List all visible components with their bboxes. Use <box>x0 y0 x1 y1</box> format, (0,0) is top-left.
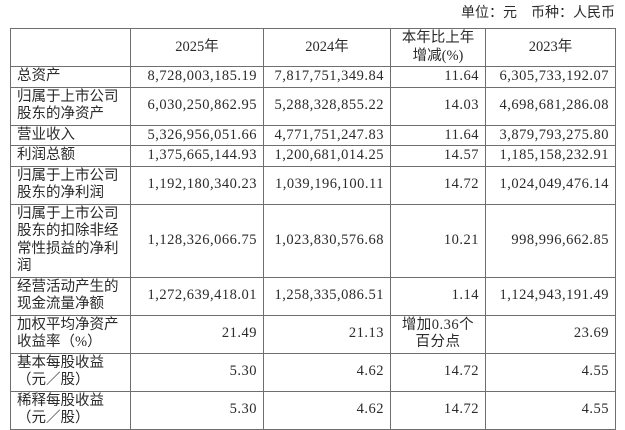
value-yoy-change: 14.03 <box>390 86 486 126</box>
value-yoy-change: 11.64 <box>390 66 486 88</box>
row-label: 归属于上市公司 股东的净资产 <box>10 86 131 126</box>
value-2023: 1,185,158,232.91 <box>485 145 616 167</box>
table-row: 基本每股收益 （元／股） 5.30 4.62 14.72 4.55 <box>10 352 616 392</box>
value-2023: 1,124,943,191.49 <box>485 276 616 316</box>
table-row: 稀释每股收益 （元／股） 5.30 4.62 14.72 4.55 <box>10 390 616 430</box>
row-label: 加权平均净资产 收益率（%） <box>10 314 131 354</box>
value-yoy-change: 14.72 <box>390 165 486 205</box>
value-2023: 23.69 <box>485 314 616 354</box>
value-2023: 998,996,662.85 <box>485 203 616 278</box>
value-yoy-change: 11.64 <box>390 124 486 146</box>
value-2024: 4,771,751,247.83 <box>263 124 391 146</box>
row-label: 总资产 <box>10 66 131 88</box>
value-2024: 1,039,196,100.11 <box>263 165 391 205</box>
value-yoy-change: 14.72 <box>390 352 486 392</box>
value-2024: 1,258,335,086.51 <box>263 276 391 316</box>
col-header-2023: 2023年 <box>485 28 616 67</box>
value-2025: 1,375,665,144.93 <box>130 145 264 167</box>
value-2023: 1,024,049,476.14 <box>485 165 616 205</box>
col-header-indicator <box>10 28 131 67</box>
row-label: 归属于上市公司 股东的扣除非经 常性损益的净利 润 <box>10 203 131 278</box>
value-2025: 6,030,250,862.95 <box>130 86 264 126</box>
value-2025: 1,192,180,340.23 <box>130 165 264 205</box>
value-2025: 1,272,639,418.01 <box>130 276 264 316</box>
value-2024: 7,817,751,349.84 <box>263 66 391 88</box>
row-label: 经营活动产生的 现金流量净额 <box>10 276 131 316</box>
value-2024: 1,200,681,014.25 <box>263 145 391 167</box>
row-label: 归属于上市公司 股东的净利润 <box>10 165 131 205</box>
table-row: 总资产 8,728,003,185.19 7,817,751,349.84 11… <box>10 66 616 88</box>
value-2025: 8,728,003,185.19 <box>130 66 264 88</box>
value-2024: 4.62 <box>263 390 391 430</box>
table-row: 营业收入 5,326,956,051.66 4,771,751,247.83 1… <box>10 124 616 146</box>
value-yoy-change: 10.21 <box>390 203 486 278</box>
value-yoy-change: 14.72 <box>390 390 486 430</box>
value-2023: 3,879,793,275.80 <box>485 124 616 146</box>
col-header-2025: 2025年 <box>130 28 264 67</box>
value-2023: 6,305,733,192.07 <box>485 66 616 88</box>
table-row: 归属于上市公司 股东的净资产 6,030,250,862.95 5,288,32… <box>10 86 616 126</box>
col-header-2024: 2024年 <box>263 28 391 67</box>
unit-currency-note: 单位：元 币种：人民币 <box>461 6 615 21</box>
table-header-row: 2025年 2024年 本年比上年 增减(%) 2023年 <box>10 28 616 67</box>
value-yoy-change: 1.14 <box>390 276 486 316</box>
table-row: 利润总额 1,375,665,144.93 1,200,681,014.25 1… <box>10 145 616 167</box>
table-row: 归属于上市公司 股东的净利润 1,192,180,340.23 1,039,19… <box>10 165 616 205</box>
value-2025: 5.30 <box>130 352 264 392</box>
value-2024: 4.62 <box>263 352 391 392</box>
row-label: 营业收入 <box>10 124 131 146</box>
value-2025: 5,326,956,051.66 <box>130 124 264 146</box>
row-label: 基本每股收益 （元／股） <box>10 352 131 392</box>
value-2025: 5.30 <box>130 390 264 430</box>
key-financials-table: 2025年 2024年 本年比上年 增减(%) 2023年 总资产 8,728,… <box>10 28 616 430</box>
value-2024: 1,023,830,576.68 <box>263 203 391 278</box>
value-2025: 21.49 <box>130 314 264 354</box>
value-yoy-change: 14.57 <box>390 145 486 167</box>
value-2023: 4.55 <box>485 390 616 430</box>
value-2023: 4,698,681,286.08 <box>485 86 616 126</box>
value-yoy-change: 增加0.36个 百分点 <box>390 314 486 354</box>
value-2025: 1,128,326,066.75 <box>130 203 264 278</box>
table-row: 加权平均净资产 收益率（%） 21.49 21.13 增加0.36个 百分点 2… <box>10 314 616 354</box>
table-row: 归属于上市公司 股东的扣除非经 常性损益的净利 润 1,128,326,066.… <box>10 203 616 278</box>
value-2024: 21.13 <box>263 314 391 354</box>
value-2024: 5,288,328,855.22 <box>263 86 391 126</box>
row-label: 稀释每股收益 （元／股） <box>10 390 131 430</box>
table-row: 经营活动产生的 现金流量净额 1,272,639,418.01 1,258,33… <box>10 276 616 316</box>
col-header-yoy-change: 本年比上年 增减(%) <box>390 28 486 67</box>
row-label: 利润总额 <box>10 145 131 167</box>
value-2023: 4.55 <box>485 352 616 392</box>
